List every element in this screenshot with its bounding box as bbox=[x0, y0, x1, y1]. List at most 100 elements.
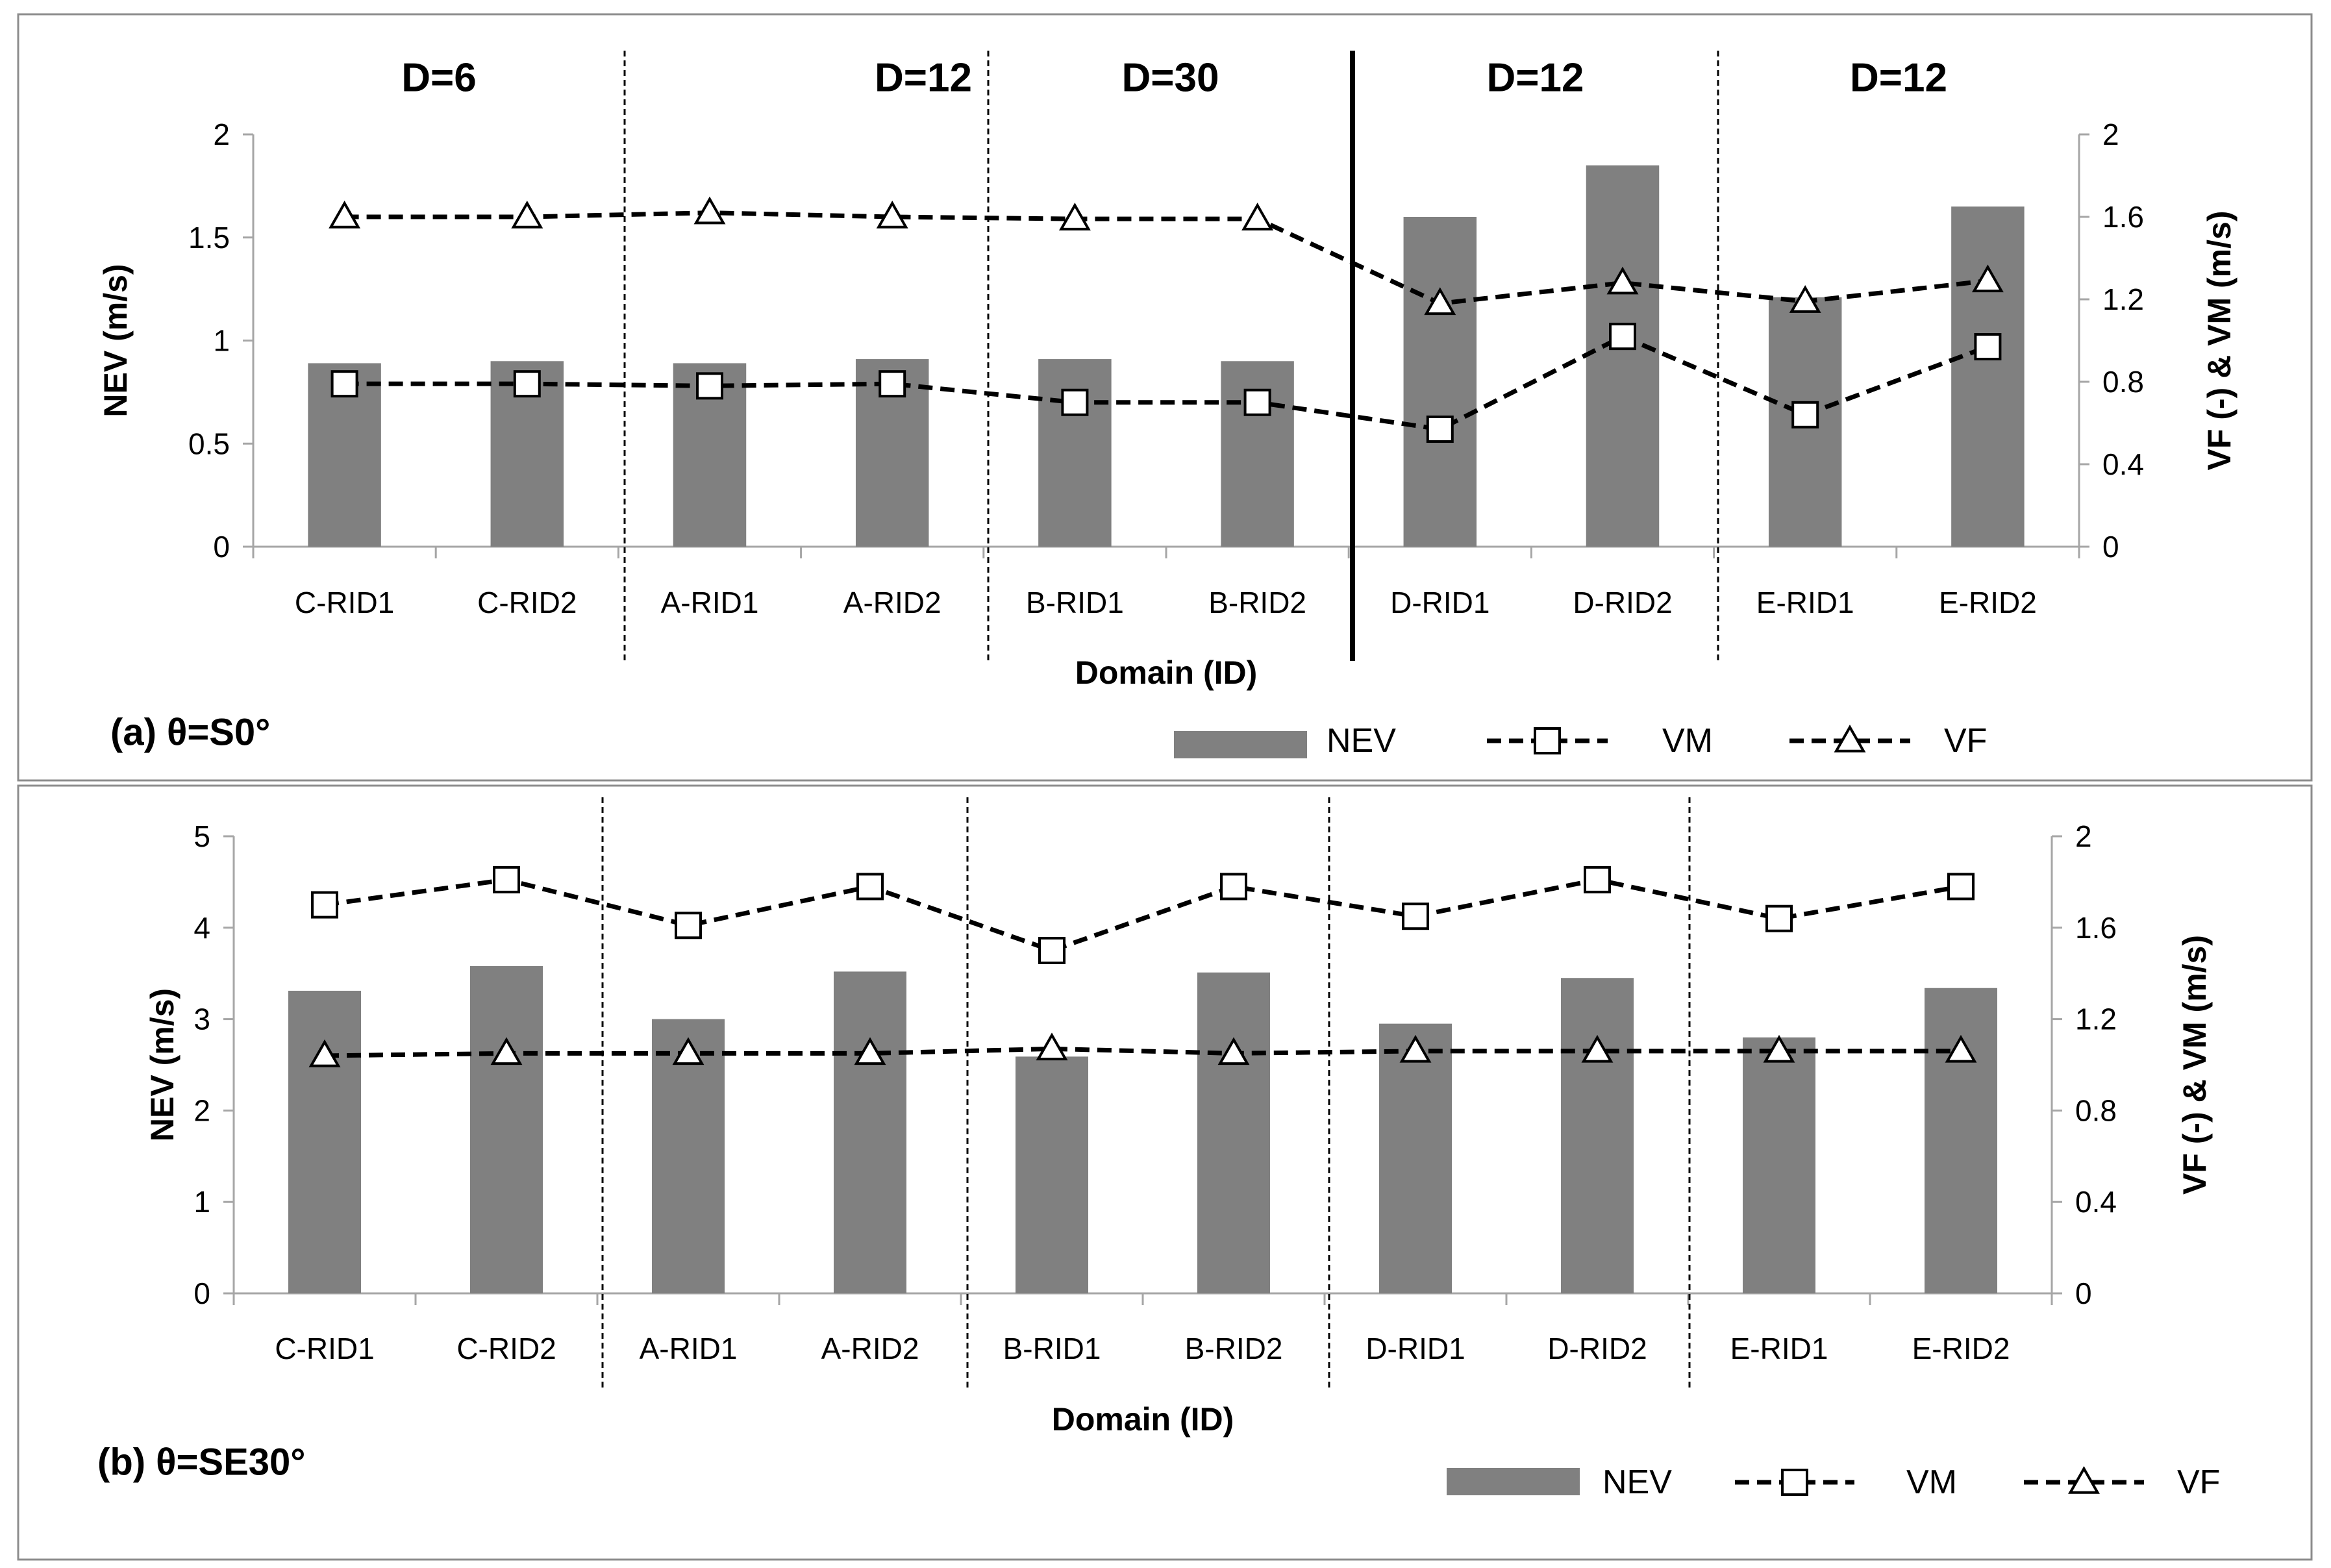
point-vm bbox=[696, 372, 723, 400]
point-vm bbox=[1584, 865, 1611, 893]
category-label: E-RID2 bbox=[1912, 1332, 2010, 1365]
point-vm bbox=[1243, 388, 1271, 416]
line-vf bbox=[324, 1046, 1961, 1058]
legend-swatch-nev bbox=[1174, 731, 1307, 758]
legend-swatch-nev bbox=[1447, 1468, 1580, 1495]
y-tick-label-left: 1 bbox=[213, 324, 230, 358]
y-tick-label-left: 3 bbox=[193, 1002, 210, 1036]
point-vf bbox=[1581, 1034, 1614, 1063]
y-axis-title-right: VF (-) & VM (m/s) bbox=[2201, 211, 2238, 471]
point-vf bbox=[490, 1037, 523, 1065]
point-vm bbox=[1791, 401, 1819, 429]
bar-nev bbox=[1379, 1023, 1452, 1293]
category-label: A-RID2 bbox=[843, 586, 941, 619]
y-tick-label-left: 0.5 bbox=[188, 427, 230, 460]
panel-frame bbox=[17, 784, 2313, 1561]
point-vm bbox=[1765, 904, 1793, 932]
y-tick-label-right: 0.8 bbox=[2075, 1093, 2117, 1127]
point-vf bbox=[854, 1037, 886, 1065]
line-vm bbox=[324, 877, 1962, 953]
y-tick-label-right: 1.2 bbox=[2102, 282, 2144, 316]
bar-nev bbox=[1586, 165, 1660, 547]
point-vm bbox=[330, 370, 358, 398]
point-vm bbox=[675, 912, 702, 940]
point-vm bbox=[1402, 902, 1429, 930]
y-tick-label-right: 1.2 bbox=[2075, 1002, 2117, 1036]
category-label: C-RID1 bbox=[295, 586, 394, 619]
point-vm bbox=[1609, 323, 1636, 351]
category-label: E-RID1 bbox=[1730, 1332, 1828, 1365]
y-tick-label-left: 0 bbox=[213, 530, 230, 564]
point-vm bbox=[1426, 416, 1454, 443]
y-tick-label-right: 0 bbox=[2075, 1276, 2092, 1310]
point-vm bbox=[856, 873, 884, 901]
category-label: B-RID2 bbox=[1208, 586, 1306, 619]
y-axis-title-right: VF (-) & VM (m/s) bbox=[2176, 935, 2213, 1195]
point-vm bbox=[879, 370, 906, 398]
point-vf bbox=[1971, 264, 2004, 293]
chart-panel-b: 0 1 2 3 4 5 0 0.4 0.8 1.2 1.6 2 C-RID1 C-RID2 A-RID1 A-… bbox=[17, 784, 2313, 1561]
panel-label: (a) θ=S0° bbox=[110, 712, 270, 754]
y-tick-label-left: 1.5 bbox=[188, 221, 230, 255]
bar-nev bbox=[1743, 1037, 1815, 1293]
point-vm bbox=[1220, 873, 1247, 901]
line-vm bbox=[344, 334, 1989, 432]
legend-marker-vf bbox=[2068, 1465, 2100, 1494]
y-axis-title-left: NEV (m/s) bbox=[97, 264, 134, 417]
category-label: B-RID1 bbox=[1003, 1332, 1101, 1365]
point-vf bbox=[1399, 1034, 1432, 1063]
chart-panel-a: 0 0.5 1 1.5 2 0 0.4 0.8 1.2 1.6 2 C-RID1 C-RID2 A-RID… bbox=[17, 13, 2313, 782]
category-label: E-RID1 bbox=[1756, 586, 1854, 619]
panel-label: (b) θ=SE30° bbox=[97, 1441, 305, 1484]
y-tick-label-right: 0 bbox=[2102, 530, 2119, 564]
point-vf bbox=[693, 196, 726, 225]
category-label: A-RID1 bbox=[640, 1332, 738, 1365]
category-label: D-RID2 bbox=[1573, 586, 1672, 619]
legend-marker-vm bbox=[1534, 727, 1561, 754]
group-header: D=12 bbox=[875, 56, 972, 101]
category-label: A-RID2 bbox=[821, 1332, 919, 1365]
y-tick-label-right: 1.6 bbox=[2075, 911, 2117, 945]
point-vm bbox=[1038, 937, 1066, 964]
legend-label-vf: VF bbox=[2177, 1463, 2220, 1501]
legend-marker-vf bbox=[1834, 724, 1866, 753]
bar-nev bbox=[1016, 1056, 1088, 1293]
category-label: D-RID2 bbox=[1547, 1332, 1647, 1365]
line-vf bbox=[344, 210, 1988, 306]
bar-nev bbox=[1197, 972, 1270, 1293]
category-label: B-RID2 bbox=[1185, 1332, 1283, 1365]
point-vf bbox=[308, 1039, 341, 1067]
point-vf bbox=[1217, 1037, 1250, 1065]
panel-frame bbox=[17, 13, 2313, 782]
bar-nev bbox=[834, 971, 906, 1293]
bar-nev bbox=[1403, 217, 1477, 547]
legend-marker-vm bbox=[1781, 1469, 1808, 1496]
legend-label-nev: NEV bbox=[1327, 722, 1396, 760]
point-vm bbox=[1947, 873, 1975, 901]
legend-label-nev: NEV bbox=[1602, 1463, 1672, 1501]
y-tick-label-left: 2 bbox=[193, 1093, 210, 1127]
category-label: D-RID1 bbox=[1390, 586, 1490, 619]
y-axis-title-left: NEV (m/s) bbox=[144, 988, 181, 1141]
bar-nev bbox=[470, 965, 543, 1293]
bar-nev bbox=[288, 990, 361, 1293]
point-vm bbox=[311, 891, 338, 919]
category-label: C-RID1 bbox=[275, 1332, 374, 1365]
legend-label-vm: VM bbox=[1662, 722, 1713, 760]
point-vm bbox=[513, 370, 541, 398]
y-tick-label-left: 1 bbox=[193, 1185, 210, 1219]
point-vf bbox=[1424, 287, 1456, 316]
point-vf bbox=[511, 200, 543, 229]
y-tick-label-left: 2 bbox=[213, 118, 230, 151]
category-label: D-RID1 bbox=[1365, 1332, 1465, 1365]
point-vf bbox=[1241, 203, 1274, 230]
point-vf bbox=[672, 1037, 704, 1065]
point-vf bbox=[1789, 285, 1821, 313]
category-label: C-RID2 bbox=[477, 586, 577, 619]
legend-label-vf: VF bbox=[1944, 722, 1987, 760]
x-axis-title: Domain (ID) bbox=[1052, 1401, 1234, 1437]
group-header: D=12 bbox=[1850, 56, 1947, 101]
category-label: E-RID2 bbox=[1939, 586, 2037, 619]
point-vf bbox=[1606, 266, 1639, 295]
